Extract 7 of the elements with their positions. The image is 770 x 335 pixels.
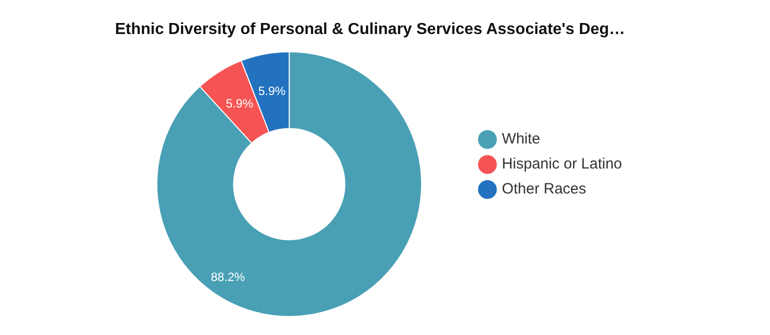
data-label: 5.9% xyxy=(226,96,254,111)
legend-label: White xyxy=(502,130,540,148)
chart-title: Ethnic Diversity of Personal & Culinary Services Associate's Deg… xyxy=(114,21,626,38)
data-label: 5.9% xyxy=(258,84,286,98)
legend-label: Hispanic or Latino xyxy=(502,156,622,173)
data-label: 88.2% xyxy=(210,270,246,284)
legend-label: Other Races xyxy=(502,180,586,198)
